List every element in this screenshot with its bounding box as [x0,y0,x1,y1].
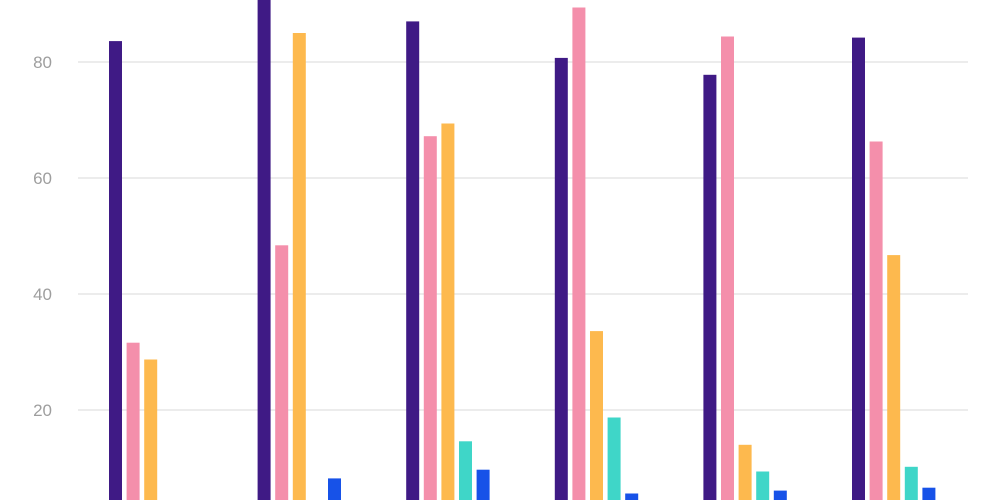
bar-series-4-group-3 [459,441,472,500]
bar-series-5-group-3 [476,469,490,500]
bar-series-2-group-2 [275,245,289,500]
y-tick-label: 20 [33,401,52,420]
y-tick-label: 60 [33,169,52,188]
bar-series-1-group-6 [852,37,865,500]
bar-series-1-group-2 [257,0,271,500]
y-tick-label: 40 [33,285,52,304]
bar-series-1-group-1 [109,41,122,500]
bar-series-2-group-1 [126,342,140,500]
bar-series-4-group-5 [756,471,770,500]
y-axis-ticks: 20 40 60 80 [33,53,52,420]
bar-series-4-group-4 [607,417,621,500]
bar-series-1-group-4 [554,57,568,500]
bar-series-2-group-3 [423,136,437,500]
bar-series-2-group-6 [869,141,883,500]
bar-series-5-group-2 [328,478,341,500]
bar-series-3-group-2 [292,33,306,500]
bar-series-5-group-5 [773,490,787,500]
bar-series-3-group-1 [144,359,158,500]
bar-series-5-group-4 [625,493,639,500]
bars [109,0,936,500]
bar-series-5-group-6 [922,487,936,500]
y-tick-label: 80 [33,53,52,72]
bar-series-1-group-3 [406,21,420,500]
bar-series-1-group-5 [703,74,717,500]
bar-series-2-group-4 [572,7,586,500]
grid-lines [78,61,968,411]
bar-series-4-group-6 [904,466,918,500]
bar-series-3-group-6 [887,255,901,500]
bar-series-2-group-5 [721,36,734,500]
bar-series-3-group-4 [590,331,603,500]
bar-series-3-group-3 [441,123,455,500]
bar-series-3-group-5 [738,444,752,500]
